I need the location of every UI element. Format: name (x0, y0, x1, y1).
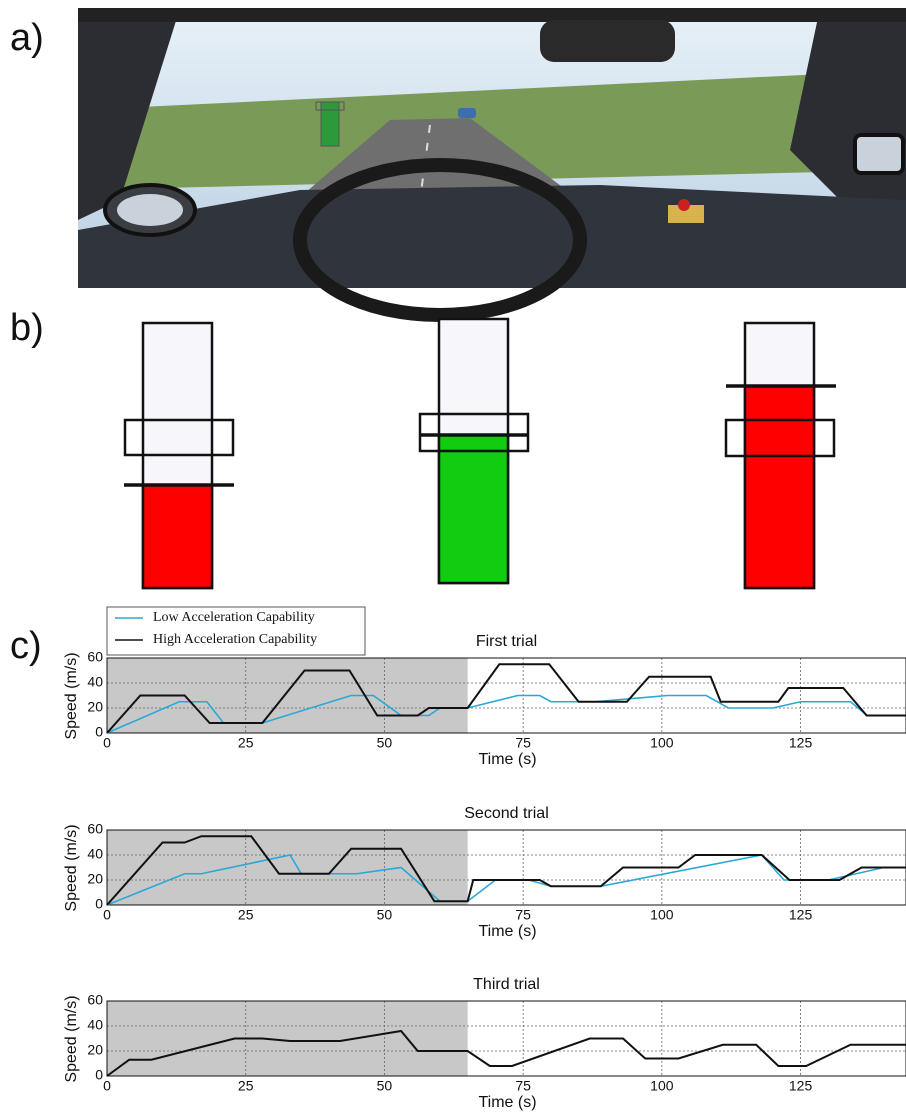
chart-title: Third trial (473, 976, 540, 993)
chart-title: First trial (476, 633, 537, 650)
x-tick-label: 0 (103, 1078, 111, 1094)
x-tick-label: 50 (377, 735, 393, 751)
x-tick-label: 100 (650, 907, 674, 923)
plot-frame (106, 657, 906, 734)
bar-indicators (123, 317, 836, 590)
x-tick-label: 75 (515, 1078, 531, 1094)
x-tick-label: 125 (789, 907, 813, 923)
x-tick-label: 25 (238, 735, 254, 751)
y-tick-label: 60 (87, 821, 103, 837)
series-line (106, 1029, 906, 1077)
x-tick-label: 25 (238, 1078, 254, 1094)
x-tick-label: 50 (377, 907, 393, 923)
y-tick-label: 40 (87, 674, 103, 690)
simulator-photo (78, 8, 906, 322)
x-tick-label: 125 (789, 1078, 813, 1094)
x-tick-label: 0 (103, 735, 111, 751)
y-axis-label: Speed (m/s) (63, 824, 80, 911)
y-tick-label: 0 (95, 896, 103, 912)
x-tick-label: 75 (515, 907, 531, 923)
y-tick-label: 40 (87, 846, 103, 862)
x-tick-label: 25 (238, 907, 254, 923)
series-line (106, 835, 906, 906)
y-tick-label: 60 (87, 992, 103, 1008)
y-tick-label: 0 (95, 1067, 103, 1083)
y-tick-label: 20 (87, 1042, 103, 1058)
shaded-region (107, 1001, 468, 1076)
plot-frame (106, 1000, 906, 1077)
plot-frame (106, 829, 906, 906)
legend-box (106, 606, 366, 656)
y-tick-label: 20 (87, 871, 103, 887)
x-axis-label: Time (s) (478, 923, 536, 940)
panel-label: b) (10, 307, 44, 349)
chart-title: Second trial (464, 805, 549, 822)
y-tick-label: 60 (87, 649, 103, 665)
x-axis-label: Time (s) (478, 751, 536, 768)
x-tick-label: 100 (650, 735, 674, 751)
legend-label: Low Acceleration Capability (153, 610, 315, 625)
x-tick-label: 125 (789, 735, 813, 751)
x-axis-label: Time (s) (478, 1094, 536, 1111)
x-tick-label: 100 (650, 1078, 674, 1094)
legend-label: High Acceleration Capability (153, 632, 317, 647)
x-tick-label: 0 (103, 907, 111, 923)
series-line (106, 663, 906, 734)
panel-label: c) (10, 625, 42, 667)
y-axis-label: Speed (m/s) (63, 995, 80, 1082)
x-tick-label: 50 (377, 1078, 393, 1094)
y-tick-label: 20 (87, 699, 103, 715)
y-tick-label: 40 (87, 1017, 103, 1033)
panel-label: a) (10, 17, 44, 59)
x-tick-label: 75 (515, 735, 531, 751)
y-axis-label: Speed (m/s) (63, 652, 80, 739)
y-tick-label: 0 (95, 724, 103, 740)
